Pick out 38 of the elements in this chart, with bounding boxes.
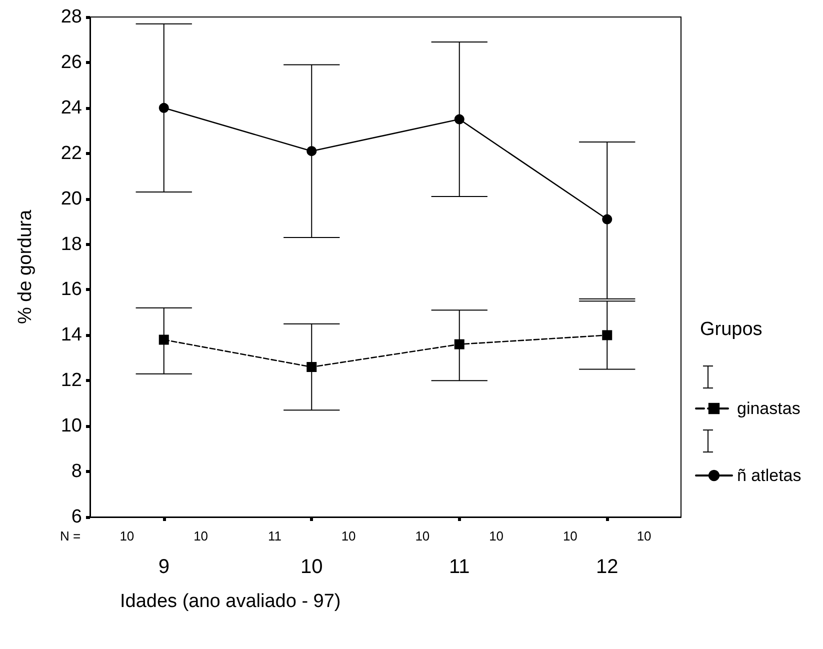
- x-tick-label: 9: [158, 556, 170, 578]
- point: [158, 334, 169, 345]
- y-tick-label: 12: [60, 370, 82, 392]
- text: 10: [120, 528, 134, 544]
- text: 10: [489, 528, 504, 544]
- y-tick-label: 8: [71, 461, 82, 482]
- y-tick-label: 22: [60, 142, 82, 164]
- x-tick-label: 10: [300, 556, 323, 578]
- y-tick-label: 6: [71, 506, 82, 528]
- legend-label: ginastas: [737, 399, 800, 418]
- y-tick-label: 14: [60, 324, 82, 346]
- point: [158, 102, 169, 113]
- point: [306, 362, 317, 372]
- text: 10: [194, 528, 208, 544]
- point: [454, 339, 464, 350]
- y-tick-label: 26: [60, 52, 82, 73]
- point: [454, 114, 464, 124]
- text: 10: [415, 528, 430, 544]
- y-tick-label: 28: [60, 6, 82, 28]
- y-tick-label: 24: [60, 97, 82, 118]
- point: [306, 146, 317, 156]
- text: 10: [341, 528, 356, 544]
- y-tick-label: 10: [60, 416, 82, 437]
- legend-title: Grupos: [700, 319, 762, 340]
- y-tick-label: 18: [60, 234, 82, 255]
- text: N =: [60, 528, 81, 544]
- legend-label: ñ atletas: [737, 466, 802, 485]
- y-tick-label: 20: [60, 188, 82, 210]
- text: 10: [636, 528, 652, 544]
- x-tick-label: 11: [448, 556, 470, 578]
- y-axis-title: % de gordura: [15, 210, 36, 324]
- text: 11: [268, 528, 282, 544]
- point: [602, 330, 612, 340]
- x-axis-title: Idades (ano avaliado - 97): [120, 591, 341, 612]
- x-tick-label: 12: [596, 556, 618, 578]
- point: [602, 214, 612, 224]
- y-tick-label: 16: [60, 279, 82, 300]
- text: 10: [562, 528, 578, 544]
